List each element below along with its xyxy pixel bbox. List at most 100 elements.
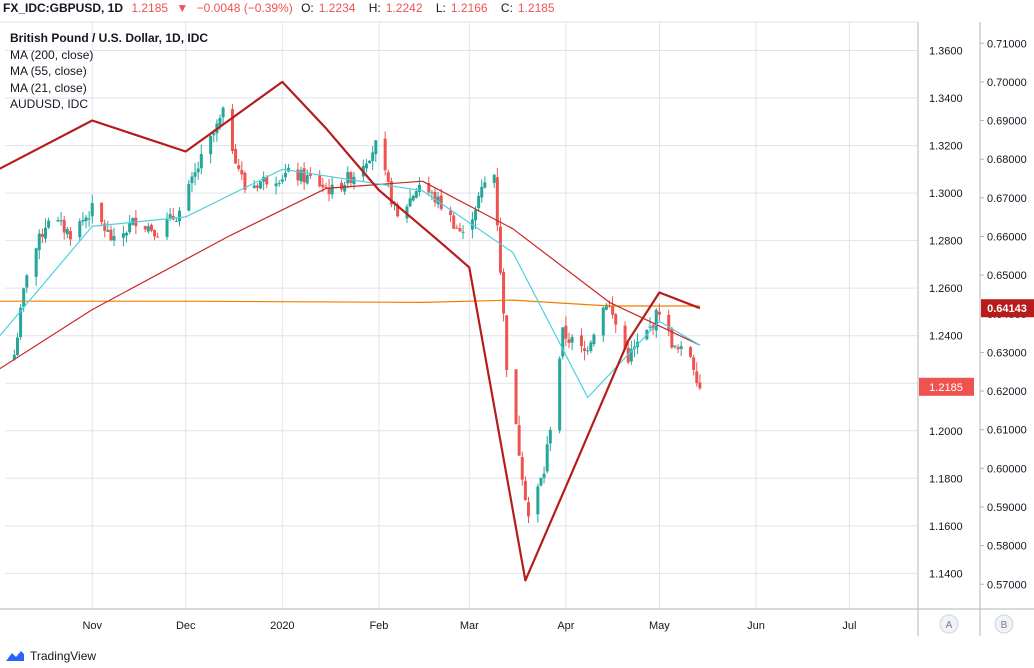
candle-body [651,325,655,329]
audusd-last-label: 0.64143 [987,303,1027,315]
candle-body [483,182,487,188]
candle-body [629,348,633,362]
candle-body [15,337,19,356]
y-right-tick-label: 0.71000 [987,38,1027,50]
candle-body [56,220,60,222]
candle-body [536,486,540,515]
candle-body [193,172,197,177]
gbpusd-last-badge [919,377,974,396]
candle-body [78,221,82,238]
candle-body [430,192,434,194]
candle-body [327,187,331,195]
candle-body [343,184,347,192]
y-left-tick-label: 1.1400 [929,568,963,580]
candle-body [614,314,618,325]
price-change: −0.0048 (−0.39%) [196,1,293,15]
candle-body [698,382,702,389]
low-label: L: [435,1,446,15]
candle-body [592,334,596,345]
candle-body [436,196,440,205]
candle-body [209,135,213,155]
candle-body [439,195,443,209]
candle-body [408,198,412,207]
open-value: 1.2234 [318,1,356,15]
candle-body [374,140,378,155]
candle-body [100,202,104,223]
y-left-tick-label: 1.3600 [929,46,963,58]
candle-body [411,195,415,201]
axis-b-label[interactable]: B [1001,620,1008,631]
candle-body [405,206,409,219]
x-tick-label: Nov [82,620,102,632]
candle-body [589,342,593,352]
y-left-tick-label: 1.1800 [929,473,963,485]
candle-body [106,230,110,232]
last-price: 1.2185 [131,1,169,15]
legend-ma200: MA (200, close) [10,47,94,62]
y-right-tick-label: 0.59000 [987,502,1027,514]
axis-a-button[interactable] [939,614,959,634]
candle-body [262,176,266,182]
symbol-header: FX_IDC:GBPUSD, 1D 1.2185 ▼ −0.0048 (−0.3… [0,0,1034,18]
candle-body [386,172,390,182]
legend-title: British Pound / U.S. Dollar, 1D, IDC [10,31,209,45]
candle-body [474,209,478,221]
legend-audusd: AUDUSD, IDC [10,97,89,111]
candle-body [302,168,306,183]
candle-body [495,177,499,226]
candle-body [280,179,284,182]
candle-body [109,229,113,241]
candle-body [221,107,225,118]
candle-body [498,226,502,273]
candle-body [477,195,481,209]
candle-body [458,228,462,232]
x-tick-label: Feb [369,620,388,632]
candle-body [654,309,658,331]
y-left-tick-label: 1.2800 [929,236,963,248]
candle-body [371,152,375,162]
y-right-tick-label: 0.57000 [987,579,1027,591]
y-right-tick-label: 0.66000 [987,231,1027,243]
candle-body [480,186,484,198]
tradingview-logo-icon[interactable] [5,649,25,663]
chart-grid [5,22,918,609]
candle-body [539,477,543,486]
ma200-line [0,299,700,307]
candle-body [65,228,69,235]
candle-body [692,357,696,370]
low-value: 1.2166 [450,1,488,15]
candle-body [623,325,627,349]
candle-body [657,311,661,315]
high-label: H: [368,1,381,15]
candle-body [47,220,51,228]
candle-body [324,186,328,188]
candle-body [37,233,41,251]
candle-body [121,233,125,238]
candle-body [383,138,387,171]
audusd-last-badge [981,299,1034,318]
axis-a-label[interactable]: A [946,620,953,631]
candle-body [287,167,291,172]
candle-body [40,233,44,237]
candle-body [583,348,587,351]
candle-body [234,148,238,164]
candle-body [143,226,147,230]
price-chart[interactable]: Nov Dec 2020 Feb Mar Apr May Jun Jul 1.3600 1.3400… [0,20,1034,636]
candle-body [433,191,437,203]
x-tick-label: Jul [842,620,856,632]
candle-body [601,307,605,336]
candle-body [604,304,608,310]
candle-body [156,236,160,238]
change-arrow-icon: ▼ [176,1,189,15]
candle-body [330,184,334,195]
axis-b-button[interactable] [994,614,1014,634]
candle-body [149,224,153,231]
candlestick-series [12,104,702,524]
footer: TradingView [5,647,96,665]
open-label: O: [301,1,314,15]
candle-body [128,223,132,233]
candle-body [296,169,300,181]
y-right-tick-label: 0.68000 [987,154,1027,166]
brand-name[interactable]: TradingView [30,649,97,663]
y-left-tick-label: 1.3000 [929,188,963,200]
